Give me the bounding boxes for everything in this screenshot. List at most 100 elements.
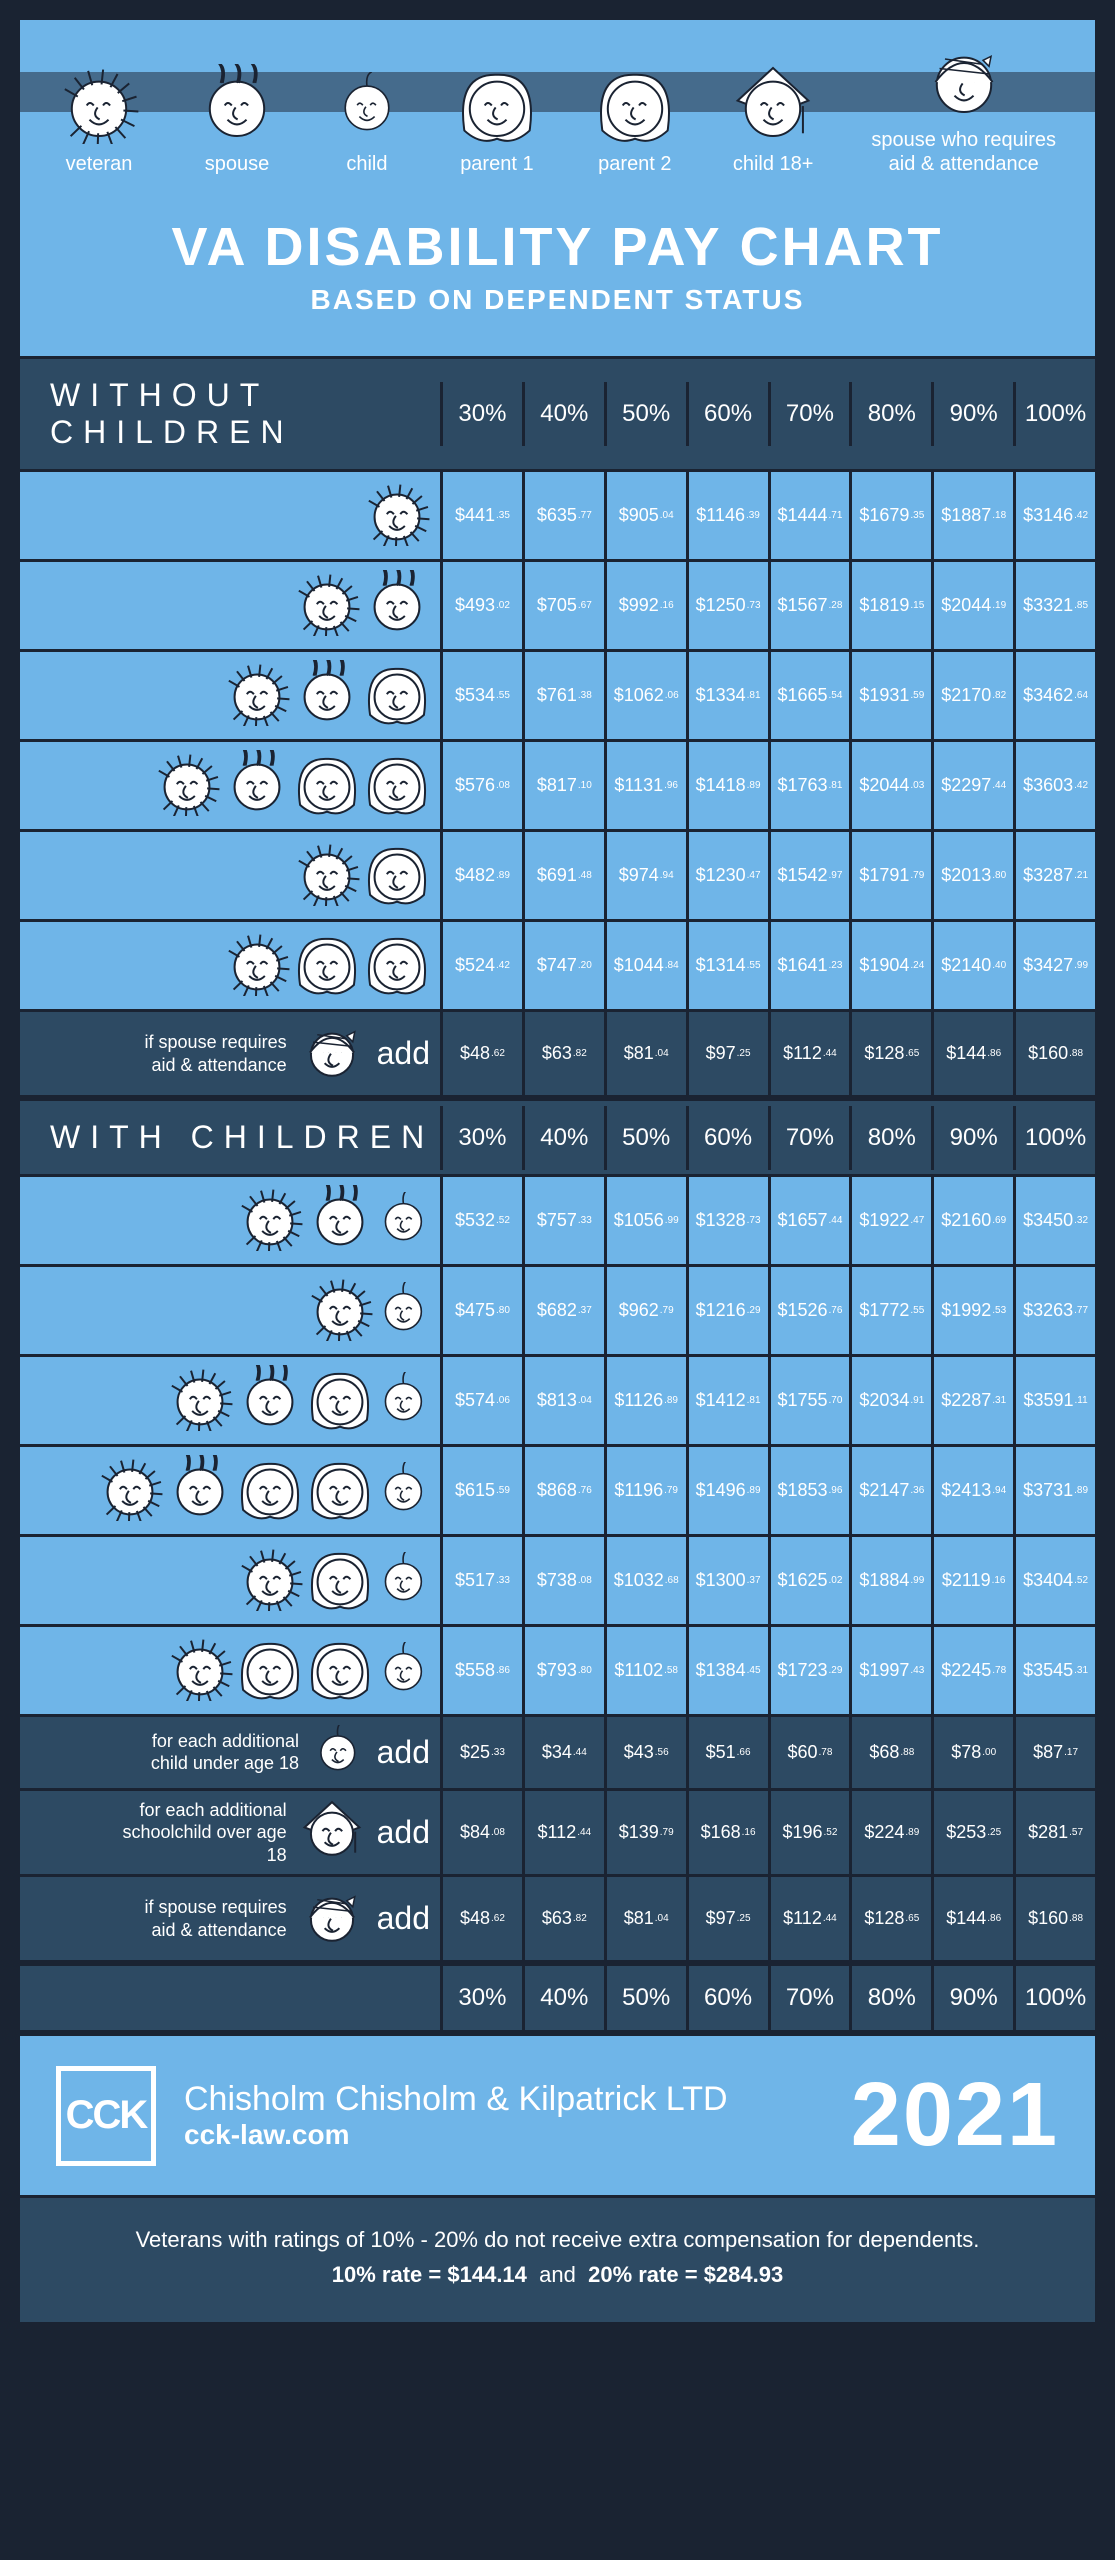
row-icons: [20, 1357, 440, 1444]
value-cell: $2044.19: [931, 562, 1013, 649]
value-cell: $128.65: [849, 1012, 931, 1095]
value-cell: $3287.21: [1013, 832, 1095, 919]
title-main: VA DISABILITY PAY CHART: [40, 216, 1075, 278]
child-icon: [377, 1192, 430, 1250]
value-cell: $905.04: [604, 472, 686, 559]
value-cell: $2287.31: [931, 1357, 1013, 1444]
value-cell: $3731.89: [1013, 1447, 1095, 1534]
firm-info: Chisholm Chisholm & Kilpatrick LTD cck-l…: [184, 2080, 728, 2151]
veteran-icon: [224, 930, 290, 1001]
value-cell: $84.08: [440, 1791, 522, 1875]
add-row-left: for each additionalschoolchild over age1…: [20, 1791, 440, 1875]
value-cell: $1904.24: [849, 922, 931, 1009]
parent1-icon: [294, 930, 360, 1001]
veteran-icon: [59, 64, 139, 144]
value-cell: $1444.71: [768, 472, 850, 559]
legend-item-parent1: parent 1: [457, 64, 537, 176]
value-cell: $97.25: [686, 1877, 768, 1960]
add-row-label: for each additionalchild under age 18: [89, 1730, 309, 1775]
row-icons: [20, 562, 440, 649]
add-text: add: [367, 1900, 430, 1937]
value-cell: $517.33: [440, 1537, 522, 1624]
value-cell: $1102.58: [604, 1627, 686, 1714]
spouse-icon: [294, 660, 360, 731]
table-row: $574.06$813.04$1126.89$1412.81$1755.70$2…: [20, 1357, 1095, 1447]
value-cell: $1216.29: [686, 1267, 768, 1354]
legend-item-child: child: [335, 64, 399, 176]
value-cell: $2119.16: [931, 1537, 1013, 1624]
year: 2021: [851, 2064, 1059, 2167]
row-icons: [20, 922, 440, 1009]
child-icon: [377, 1372, 430, 1430]
value-cell: $48.62: [440, 1012, 522, 1095]
child18-icon: [301, 1799, 363, 1866]
value-cell: $1887.18: [931, 472, 1013, 559]
rate10-value: $144.14: [447, 2262, 527, 2287]
pct-header-cell: 30%: [440, 1106, 522, 1170]
child-icon: [377, 1642, 430, 1700]
veteran-icon: [97, 1455, 163, 1526]
value-cell: $2160.69: [931, 1177, 1013, 1264]
row-values: $576.08$817.10$1131.96$1418.89$1763.81$2…: [440, 742, 1095, 829]
value-cell: $1131.96: [604, 742, 686, 829]
pct-header-cell: 70%: [768, 1106, 850, 1170]
firm-site: cck-law.com: [184, 2119, 728, 2151]
parent1-icon: [294, 750, 360, 821]
value-cell: $1625.02: [768, 1537, 850, 1624]
veteran-icon: [237, 1545, 303, 1616]
pct-header-cell: 30%: [440, 1966, 522, 2030]
value-cell: $1641.23: [768, 922, 850, 1009]
pct-header-cell: 100%: [1013, 1106, 1095, 1170]
value-cell: $1884.99: [849, 1537, 931, 1624]
value-cell: $139.79: [604, 1791, 686, 1875]
value-cell: $558.86: [440, 1627, 522, 1714]
legend-label: spouse: [197, 152, 277, 176]
value-cell: $3321.85: [1013, 562, 1095, 649]
add-text: add: [367, 1814, 430, 1851]
value-cell: $2140.40: [931, 922, 1013, 1009]
row-values: $524.42$747.20$1044.84$1314.55$1641.23$1…: [440, 922, 1095, 1009]
value-cell: $3146.42: [1013, 472, 1095, 559]
title-block: VA DISABILITY PAY CHART BASED ON DEPENDE…: [20, 186, 1095, 356]
value-cell: $757.33: [522, 1177, 604, 1264]
pct-header-cell: 60%: [686, 1966, 768, 2030]
value-cell: $1496.89: [686, 1447, 768, 1534]
pct-header-cell: 80%: [849, 382, 931, 446]
value-cell: $1044.84: [604, 922, 686, 1009]
row-icons: [20, 832, 440, 919]
pct-header-cell: 60%: [686, 1106, 768, 1170]
value-cell: $281.57: [1013, 1791, 1095, 1875]
row-icons: [20, 742, 440, 829]
row-icons: [20, 1447, 440, 1534]
value-cell: $1772.55: [849, 1267, 931, 1354]
bottom-note: Veterans with ratings of 10% - 20% do no…: [20, 2195, 1095, 2322]
pct-footer-spacer: [20, 1980, 440, 2016]
value-cell: $574.06: [440, 1357, 522, 1444]
add-row-label: for each additionalschoolchild over age1…: [77, 1799, 297, 1867]
value-cell: $3462.64: [1013, 652, 1095, 739]
and-text: and: [539, 2262, 576, 2287]
add-row-left: if spouse requiresaid & attendance add: [20, 1877, 440, 1960]
row-icons: [20, 1537, 440, 1624]
legend-label: veteran: [59, 152, 139, 176]
value-cell: $534.55: [440, 652, 522, 739]
child-icon: [377, 1462, 430, 1520]
value-cell: $87.17: [1013, 1717, 1095, 1788]
value-cell: $168.16: [686, 1791, 768, 1875]
value-cell: $615.59: [440, 1447, 522, 1534]
value-cell: $1384.45: [686, 1627, 768, 1714]
legend-label: parent 2: [595, 152, 675, 176]
spouse-icon: [364, 570, 430, 641]
value-cell: $1526.76: [768, 1267, 850, 1354]
title-sub: BASED ON DEPENDENT STATUS: [40, 284, 1075, 316]
rate20-label: 20% rate =: [588, 2262, 697, 2287]
value-cell: $2297.44: [931, 742, 1013, 829]
spouse-icon: [237, 1365, 303, 1436]
row-values: $517.33$738.08$1032.68$1300.37$1625.02$1…: [440, 1537, 1095, 1624]
value-cell: $1922.47: [849, 1177, 931, 1264]
add-row-left: for each additionalchild under age 18 ad…: [20, 1717, 440, 1788]
value-cell: $2013.80: [931, 832, 1013, 919]
section-without-label: WITHOUT CHILDREN: [20, 359, 440, 469]
parent1-icon: [364, 840, 430, 911]
table-row: $482.89$691.48$974.94$1230.47$1542.97$17…: [20, 832, 1095, 922]
